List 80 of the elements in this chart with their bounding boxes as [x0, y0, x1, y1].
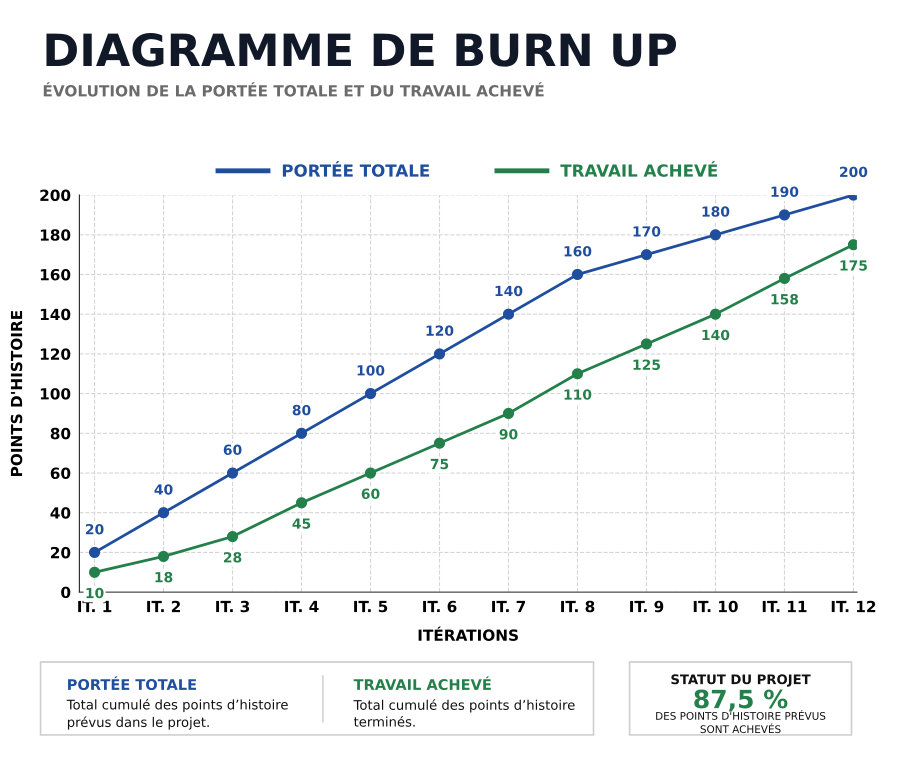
point	[434, 438, 446, 449]
point	[158, 507, 170, 518]
y-tick-label: 60	[50, 467, 70, 480]
point	[640, 338, 652, 350]
x-tick-label: IT. 8	[561, 600, 594, 612]
y-tick-label: 180	[40, 229, 70, 241]
text: Total cumulé des points d’histoire prévus dans le projet.	[66, 698, 288, 730]
chart-title: DIAGRAMME DE BURN UP	[46, 33, 676, 67]
y-tick-label: 80	[50, 428, 70, 440]
point	[640, 249, 652, 260]
x-tick-label: IT. 12	[832, 600, 876, 612]
data-label: 28	[224, 552, 242, 563]
text: Total cumulé des points d’histoire terminés.	[354, 699, 575, 727]
point	[572, 368, 584, 380]
point	[364, 388, 376, 400]
point	[778, 272, 790, 284]
y-tick-label: 200	[40, 190, 70, 202]
y-tick-label: 120	[40, 348, 70, 360]
data-label: 100	[358, 365, 384, 376]
data-label: 140	[496, 286, 522, 296]
x-tick-label: IT. 6	[423, 600, 456, 612]
x-tick-label: IT. 10	[694, 600, 738, 612]
data-label: 160	[564, 246, 592, 257]
y-tick-label: 40	[50, 507, 70, 519]
y-tick-label: 0	[61, 586, 70, 598]
data-label: 120	[426, 325, 454, 336]
point	[89, 546, 100, 558]
x-tick-label: IT. 7	[492, 600, 526, 612]
x-tick-label: IT. 4	[285, 600, 319, 612]
text: 87,5 %	[694, 690, 788, 712]
point	[296, 428, 308, 439]
data-label: 18	[155, 572, 172, 582]
data-label: 180	[702, 206, 730, 217]
point	[158, 550, 170, 562]
data-label: 40	[154, 484, 173, 495]
data-label: 80	[292, 404, 311, 416]
data-label: 45	[292, 518, 310, 529]
y-tick-label: 160	[40, 268, 70, 281]
data-label: 10	[86, 588, 104, 598]
point	[89, 566, 100, 578]
data-label: 125	[634, 359, 660, 370]
legend-label: PORTÉE TOTALE	[282, 161, 430, 177]
data-label: 158	[772, 294, 798, 304]
data-label: 190	[772, 186, 798, 197]
x-tick-label: IT. 2	[147, 600, 180, 612]
point	[364, 467, 376, 479]
point	[502, 308, 514, 320]
y-axis-title: POINTS D'HISTOIRE	[10, 310, 22, 476]
y-tick-label: 140	[40, 308, 70, 320]
x-tick-label: IT. 11	[762, 600, 806, 612]
point	[226, 530, 238, 542]
data-label: 60	[362, 488, 380, 500]
text: STATUT DU PROJET	[671, 674, 811, 687]
point	[296, 497, 308, 508]
x-tick-label: IT. 3	[216, 600, 250, 612]
data-label: 140	[702, 330, 730, 340]
point	[778, 209, 790, 220]
data-label: 60	[224, 444, 242, 456]
y-tick-label: 100	[40, 388, 70, 400]
data-label: 175	[840, 260, 867, 271]
data-label: 75	[430, 458, 448, 470]
data-label: 90	[500, 428, 518, 440]
chart-subtitle: ÉVOLUTION DE LA PORTÉE TOTALE ET DU TRAVAIL ACHEVÉ	[44, 82, 544, 97]
x-axis-title: ITÉRATIONS	[418, 626, 518, 641]
data-label: 170	[634, 226, 660, 237]
point	[226, 467, 238, 479]
x-tick-label: IT. 5	[354, 600, 388, 612]
text: TRAVAIL ACHEVÉ	[354, 676, 491, 690]
data-label: 20	[86, 524, 104, 534]
point	[710, 229, 722, 240]
text: PORTÉE TOTALE	[68, 676, 196, 690]
point	[710, 308, 722, 320]
point	[572, 268, 584, 280]
legend-label: TRAVAIL ACHEVÉ	[560, 161, 718, 177]
point	[502, 408, 514, 420]
y-tick-label: 20	[50, 546, 70, 558]
data-label: 200	[840, 166, 868, 178]
data-label: 110	[564, 389, 592, 400]
x-tick-label: IT. 9	[630, 600, 664, 612]
point	[434, 348, 446, 360]
